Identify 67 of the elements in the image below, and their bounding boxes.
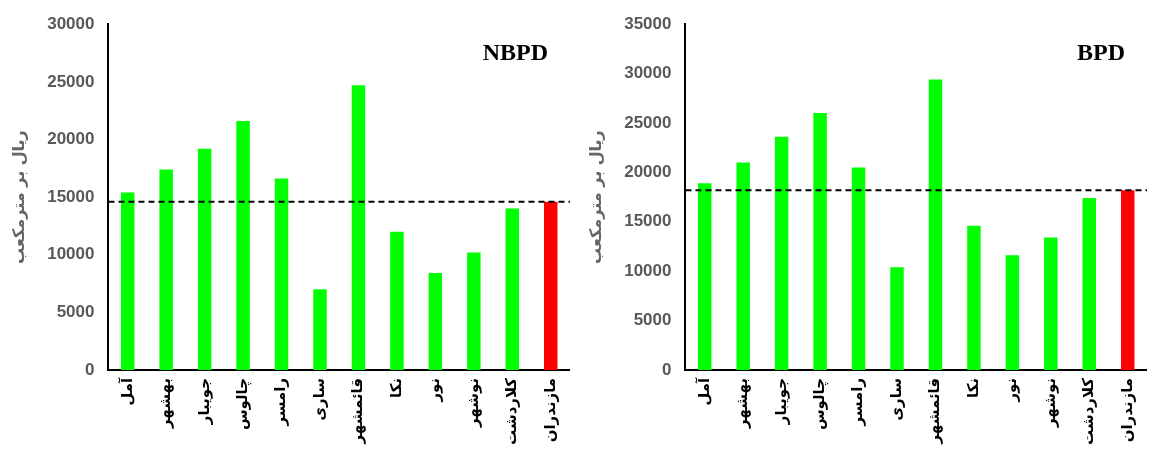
x-tick-label: بهشهر bbox=[733, 377, 752, 429]
y-tick-label: 25000 bbox=[624, 112, 672, 132]
x-tick-label: کلاردشت bbox=[502, 377, 521, 445]
bar bbox=[390, 231, 404, 370]
bar bbox=[1082, 198, 1097, 370]
x-tick-label: بهشهر bbox=[156, 377, 175, 429]
y-tick-label: 0 bbox=[85, 359, 95, 379]
bar bbox=[505, 208, 520, 370]
bar bbox=[967, 225, 981, 370]
bar bbox=[236, 121, 250, 370]
y-axis-title: ریال بر مترمکعب bbox=[8, 130, 28, 264]
x-tick-label: رامسر bbox=[848, 377, 867, 427]
y-tick-label: 10000 bbox=[624, 260, 672, 280]
x-tick-label: رامسر bbox=[271, 377, 290, 427]
bar bbox=[197, 148, 212, 370]
bar bbox=[544, 201, 558, 370]
y-tick-label: 5000 bbox=[633, 310, 672, 330]
text: NBPD bbox=[482, 39, 548, 66]
bar bbox=[1121, 190, 1135, 370]
bar bbox=[274, 178, 289, 370]
y-tick-label: 20000 bbox=[624, 162, 672, 182]
x-tick-label: آمل bbox=[117, 377, 136, 406]
y-tick-label: 20000 bbox=[47, 129, 95, 149]
x-tick-label: نکا bbox=[963, 377, 982, 398]
x-tick-label: نور bbox=[1002, 377, 1021, 403]
bar bbox=[1044, 237, 1058, 370]
text: BPD bbox=[1076, 39, 1125, 66]
x-tick-label: نوشهر bbox=[463, 377, 482, 428]
bar bbox=[313, 289, 327, 370]
x-tick-label: ساری bbox=[886, 377, 905, 421]
bar bbox=[774, 136, 789, 370]
x-tick-label: نور bbox=[425, 377, 444, 403]
y-tick-label: 10000 bbox=[47, 244, 95, 264]
bar bbox=[851, 167, 866, 370]
x-tick-label: جویبار bbox=[771, 377, 790, 426]
y-tick-label: 0 bbox=[662, 359, 672, 379]
x-tick-label: نکا bbox=[386, 377, 405, 398]
bar bbox=[1005, 255, 1020, 370]
y-tick-label: 30000 bbox=[47, 13, 95, 33]
x-tick-label: نوشهر bbox=[1040, 377, 1059, 428]
x-tick-label: قائمشهر bbox=[348, 377, 367, 445]
bar bbox=[697, 183, 712, 370]
y-tick-label: 5000 bbox=[56, 301, 95, 321]
y-tick-label: 25000 bbox=[47, 71, 95, 91]
x-tick-label: چالوس bbox=[232, 377, 252, 431]
bar bbox=[813, 113, 827, 370]
y-tick-label: 30000 bbox=[624, 63, 672, 83]
x-tick-label: مازندران bbox=[1117, 377, 1136, 443]
x-tick-label: قائمشهر bbox=[925, 377, 944, 445]
bar bbox=[351, 85, 366, 370]
x-tick-label: چالوس bbox=[809, 377, 829, 431]
x-tick-label: مازندران bbox=[540, 377, 559, 443]
y-tick-label: 35000 bbox=[624, 13, 672, 33]
x-tick-label: ساری bbox=[309, 377, 328, 421]
bar bbox=[159, 169, 173, 370]
x-tick-label: جویبار bbox=[194, 377, 213, 426]
bar bbox=[736, 162, 750, 370]
bar bbox=[928, 79, 943, 370]
bar bbox=[120, 192, 135, 370]
bar bbox=[428, 273, 443, 370]
y-axis-title: ریال بر مترمکعب bbox=[585, 130, 605, 264]
bar bbox=[467, 252, 481, 370]
y-tick-label: 15000 bbox=[624, 211, 672, 231]
bar bbox=[890, 267, 904, 370]
x-tick-label: کلاردشت bbox=[1079, 377, 1098, 445]
y-tick-label: 15000 bbox=[47, 186, 95, 206]
x-tick-label: آمل bbox=[694, 377, 713, 406]
